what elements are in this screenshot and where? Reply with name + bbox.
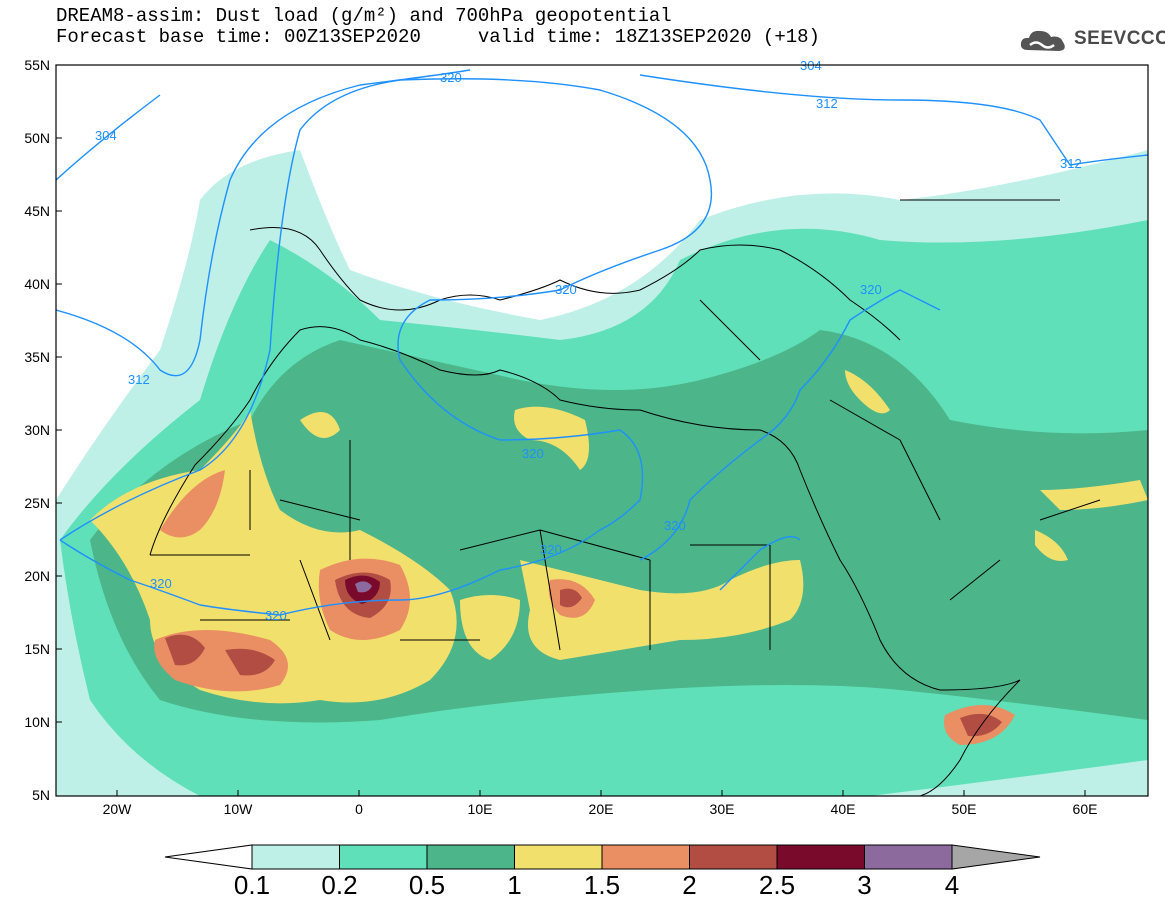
- lon-label: 40E: [831, 801, 856, 817]
- dust-field: [56, 65, 1148, 796]
- lon-label: 20E: [589, 801, 614, 817]
- colorbar-swatch: [339, 844, 428, 870]
- colorbar-swatch: [776, 844, 865, 870]
- lon-label: 10W: [224, 801, 254, 817]
- seevccc-logo: SEEVCCC: [1018, 26, 1165, 56]
- lat-label: 35N: [24, 349, 50, 365]
- geopotential-contours: [56, 69, 1148, 616]
- longitude-labels: 20W 10W 0 10E 20E 30E 40E 50E 60E: [103, 801, 1098, 817]
- lat-label: 55N: [24, 57, 50, 73]
- colorbar-swatch: [689, 844, 778, 870]
- colorbar-arrow-right: [951, 844, 1041, 870]
- colorbar-swatch: [426, 844, 515, 870]
- lon-label: 60E: [1073, 801, 1098, 817]
- map-title: DREAM8-assim: Dust load (g/m²) and 700hP…: [56, 5, 672, 27]
- colorbar-label: 1: [507, 870, 522, 900]
- lat-label: 15N: [24, 641, 50, 657]
- lon-label: 30E: [710, 801, 735, 817]
- lat-label: 25N: [24, 495, 50, 511]
- contour-labels: 304 304 312 312 312 320 320 320 320 320 …: [95, 58, 1082, 623]
- lat-label: 50N: [24, 130, 50, 146]
- cloud-icon: [1020, 30, 1065, 51]
- contour-label: 320: [265, 608, 287, 623]
- colorbar-swatch: [251, 844, 340, 870]
- contour-label: 320: [860, 282, 882, 297]
- contour-label: 320: [540, 542, 562, 557]
- lat-label: 30N: [24, 422, 50, 438]
- colorbar-label: 2: [682, 870, 697, 900]
- colorbar-label: 1.5: [583, 870, 621, 900]
- lat-label: 45N: [24, 203, 50, 219]
- colorbar: [164, 844, 1041, 870]
- contour-label: 320: [555, 282, 577, 297]
- lat-label: 20N: [24, 568, 50, 584]
- lat-label: 10N: [24, 714, 50, 730]
- map-subtitle: Forecast base time: 00Z13SEP2020 valid t…: [56, 26, 820, 48]
- lat-label: 40N: [24, 276, 50, 292]
- axis-ticks: [56, 64, 1086, 796]
- contour-label: 320: [664, 518, 686, 533]
- contour-label: 312: [1060, 156, 1082, 171]
- contour-label: 304: [95, 128, 117, 143]
- lat-label: 5N: [32, 787, 50, 803]
- colorbar-swatch: [601, 844, 690, 870]
- contour-label: 320: [150, 576, 172, 591]
- colorbar-arrow-left: [164, 844, 253, 870]
- contour-label: 320: [522, 446, 544, 461]
- latitude-labels: 55N 50N 45N 40N 35N 30N 25N 20N 15N 10N …: [24, 57, 50, 803]
- colorbar-label: 0.2: [321, 870, 358, 900]
- colorbar-label: 0.1: [233, 870, 271, 900]
- contour-label: 320: [440, 70, 462, 85]
- contour-label: 312: [128, 372, 150, 387]
- colorbar-label: 2.5: [758, 870, 796, 900]
- colorbar-label: 0.5: [408, 870, 446, 900]
- contour-label: 312: [816, 96, 838, 111]
- colorbar-label: 4: [944, 870, 960, 900]
- lon-label: 0: [355, 801, 363, 817]
- colorbar-swatch: [864, 844, 953, 870]
- lon-label: 10E: [468, 801, 493, 817]
- colorbar-label: 3: [857, 870, 872, 900]
- country-borders: [149, 199, 1101, 796]
- logo-text: SEEVCCC: [1074, 28, 1165, 49]
- lon-label: 50E: [952, 801, 977, 817]
- colorbar-swatch: [514, 844, 603, 870]
- lon-label: 20W: [103, 801, 133, 817]
